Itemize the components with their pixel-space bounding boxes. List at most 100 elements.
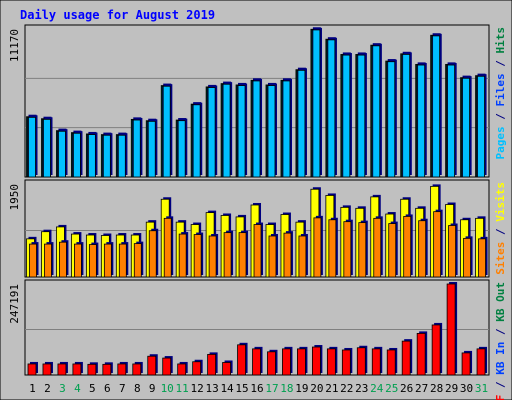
bar-sites bbox=[478, 236, 488, 278]
x-tick-label: 17 bbox=[265, 382, 278, 395]
bar-pages bbox=[132, 118, 143, 178]
bar-pages bbox=[417, 63, 427, 178]
bar-kb-f bbox=[27, 361, 38, 376]
bar-kb-f bbox=[177, 361, 188, 376]
bar-pages bbox=[267, 83, 277, 178]
bar-kb-f bbox=[192, 359, 203, 376]
bar-pages bbox=[297, 68, 307, 178]
bar-kb-f bbox=[57, 361, 68, 376]
x-tick-label: 14 bbox=[220, 382, 234, 395]
bar-sites bbox=[74, 242, 84, 278]
panel-max-label: 11170 bbox=[8, 29, 21, 62]
bar-sites bbox=[59, 240, 69, 278]
x-tick-label: 12 bbox=[191, 382, 204, 395]
bar-pages bbox=[252, 78, 263, 178]
x-tick-label: 27 bbox=[415, 382, 428, 395]
bar-kb-f bbox=[147, 354, 158, 376]
chart-title: Daily usage for August 2019 bbox=[20, 8, 215, 22]
bar-pages bbox=[402, 52, 412, 178]
bar-kb-f bbox=[162, 356, 173, 376]
bar-pages bbox=[117, 133, 128, 178]
chart-panels: 11170 Pages / Files / Hits 1950 Sites / Vis… bbox=[8, 24, 507, 405]
panel-visits_sites: 1950 Sites / Visits bbox=[8, 179, 507, 278]
bar-sites bbox=[433, 209, 443, 278]
x-tick-label: 3 bbox=[59, 382, 66, 395]
x-tick-label: 24 bbox=[370, 382, 384, 395]
bar-sites bbox=[463, 236, 473, 278]
bar-pages bbox=[312, 27, 322, 178]
bar-sites bbox=[238, 230, 249, 278]
bar-kb-f bbox=[87, 362, 98, 376]
bar-kb-f bbox=[237, 342, 248, 376]
bar-kb-f bbox=[401, 339, 413, 376]
bar-pages bbox=[87, 132, 98, 178]
bar-sites bbox=[283, 231, 293, 278]
x-tick-label: 21 bbox=[325, 382, 338, 395]
bar-sites bbox=[208, 233, 219, 278]
x-tick-label: 7 bbox=[119, 382, 126, 395]
panel-series-label: Pages / Files / Hits bbox=[494, 27, 507, 160]
x-tick-label: 26 bbox=[400, 382, 413, 395]
x-tick-label: 16 bbox=[250, 382, 263, 395]
bar-kb-f bbox=[282, 346, 293, 376]
bar-pages bbox=[73, 131, 83, 178]
x-tick-label: 8 bbox=[134, 382, 141, 395]
bar-kb-f bbox=[42, 361, 53, 376]
bar-sites bbox=[29, 242, 39, 278]
bar-sites bbox=[343, 219, 353, 278]
bar-pages bbox=[237, 83, 248, 178]
bar-pages bbox=[372, 43, 382, 178]
x-tick-label: 13 bbox=[205, 382, 218, 395]
x-tick-label: 28 bbox=[430, 382, 443, 395]
bar-sites bbox=[373, 216, 383, 278]
bar-pages bbox=[28, 115, 38, 178]
bar-pages bbox=[387, 59, 397, 178]
bar-pages bbox=[177, 118, 188, 178]
bar-pages bbox=[342, 53, 352, 178]
x-tick-label: 22 bbox=[340, 382, 353, 395]
bar-kb-f bbox=[132, 361, 143, 376]
x-tick-label: 1 bbox=[29, 382, 36, 395]
x-tick-label: 29 bbox=[445, 382, 458, 395]
bar-sites bbox=[418, 218, 428, 278]
bar-sites bbox=[44, 242, 54, 278]
bar-kb-f bbox=[72, 361, 83, 376]
x-tick-label: 23 bbox=[355, 382, 368, 395]
bar-sites bbox=[328, 217, 338, 278]
x-tick-label: 4 bbox=[74, 382, 81, 395]
bar-pages bbox=[462, 76, 472, 178]
bar-sites bbox=[358, 220, 368, 278]
x-tick-label: 25 bbox=[385, 382, 398, 395]
bar-kb-f bbox=[386, 347, 398, 376]
bar-pages bbox=[477, 74, 487, 178]
panel-series-label: KB F / KB In / KB Out bbox=[494, 282, 507, 400]
bar-kb-f bbox=[326, 346, 338, 376]
bar-sites bbox=[88, 242, 99, 278]
bar-pages bbox=[192, 102, 203, 178]
x-tick-label: 18 bbox=[280, 382, 293, 395]
bar-pages bbox=[58, 129, 68, 178]
bar-sites bbox=[388, 221, 398, 278]
bar-sites bbox=[148, 228, 159, 278]
bar-kb-f bbox=[476, 346, 488, 376]
bar-kb-f bbox=[252, 346, 263, 376]
bar-sites bbox=[103, 242, 114, 278]
bar-kb-f bbox=[461, 350, 473, 376]
bar-sites bbox=[163, 216, 174, 278]
bar-pages bbox=[282, 78, 292, 178]
bar-pages bbox=[222, 82, 233, 178]
x-tick-label: 11 bbox=[176, 382, 189, 395]
bar-sites bbox=[313, 215, 323, 278]
bar-kb-f bbox=[311, 345, 323, 376]
bar-sites bbox=[133, 241, 144, 278]
bar-kb-f bbox=[267, 349, 278, 376]
bar-kb-f bbox=[102, 362, 113, 376]
x-tick-label: 6 bbox=[104, 382, 111, 395]
bar-sites bbox=[298, 233, 308, 278]
bar-sites bbox=[178, 232, 189, 278]
bar-kb-f bbox=[416, 331, 428, 376]
bar-kb-f bbox=[356, 345, 368, 376]
bar-kb-f bbox=[446, 282, 458, 376]
bar-pages bbox=[102, 133, 113, 178]
